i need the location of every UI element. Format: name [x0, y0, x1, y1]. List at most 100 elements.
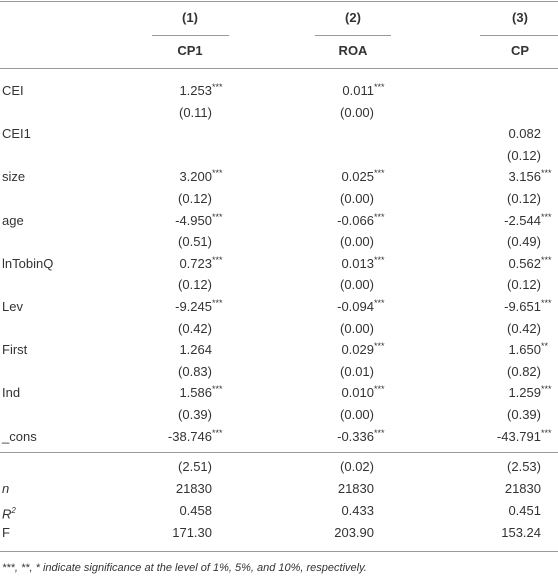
cell-value: -2.544 — [504, 212, 541, 228]
significance-stars: *** — [541, 384, 552, 395]
significance-stars: *** — [212, 211, 223, 222]
significance-stars: *** — [374, 82, 385, 92]
cell-value: (0.49) — [507, 234, 541, 250]
cell-value: (0.00) — [340, 407, 374, 422]
row-label: F — [2, 525, 10, 540]
cell-value: (0.00) — [340, 234, 374, 250]
cell-value: (0.00) — [340, 277, 374, 293]
cell-value: 171.30 — [172, 525, 212, 540]
cell-value: 1.650 — [508, 342, 541, 358]
row-label: R2 — [2, 506, 16, 522]
cell-value: 203.90 — [334, 525, 374, 540]
row-label: CEI — [2, 83, 24, 98]
significance-stars: *** — [374, 211, 385, 222]
row-label: Lev — [2, 299, 23, 314]
cell-value: 0.433 — [341, 503, 374, 518]
significance-stars: *** — [212, 168, 223, 179]
cell-value: (0.42) — [507, 320, 541, 336]
significance-stars: *** — [541, 254, 552, 265]
cell-value: (0.12) — [178, 191, 212, 206]
significance-stars: *** — [541, 427, 552, 438]
cell-value: -4.950 — [175, 212, 212, 228]
cell-value: 3.156 — [508, 169, 541, 185]
rule — [0, 68, 558, 69]
cell-value: -0.066 — [337, 212, 374, 228]
significance-stars: *** — [374, 298, 385, 308]
significance-stars: *** — [212, 82, 223, 92]
cell-value: 3.200 — [179, 169, 212, 185]
cell-value: -9.651 — [504, 299, 541, 314]
significance-stars: ** — [541, 341, 549, 352]
cell-value: (0.12) — [178, 277, 212, 293]
cell-value: (2.53) — [507, 459, 541, 474]
cell-value: 0.082 — [508, 126, 541, 142]
cell-value: 1.253 — [179, 83, 212, 98]
cell-value: 0.010 — [341, 385, 374, 401]
column-number: (1) — [182, 10, 198, 25]
cell-value: -43.791 — [496, 428, 541, 444]
superscript: 2 — [11, 506, 16, 515]
significance-stars: *** — [374, 168, 385, 179]
rule — [152, 35, 229, 36]
cell-value: -0.336 — [337, 428, 374, 444]
cell-value: (0.00) — [340, 104, 374, 120]
significance-stars: *** — [212, 254, 223, 265]
cell-value: 1.264 — [179, 342, 212, 358]
row-label: age — [2, 212, 24, 228]
row-label: Ind — [2, 385, 21, 401]
column-name: CP1 — [177, 43, 203, 58]
significance-stars: *** — [212, 298, 223, 308]
column-name: CP — [510, 43, 530, 58]
cell-value: 153.24 — [501, 525, 541, 540]
cell-value: 21830 — [337, 481, 374, 496]
significance-stars: *** — [374, 384, 385, 395]
cell-value: (2.51) — [178, 459, 212, 474]
significance-stars: *** — [541, 211, 552, 222]
cell-value: 0.451 — [508, 503, 541, 518]
cell-value: (0.39) — [507, 407, 541, 422]
cell-value: (0.51) — [178, 234, 212, 250]
significance-stars: *** — [212, 384, 223, 395]
cell-value: 1.259 — [508, 385, 541, 401]
significance-stars: *** — [212, 427, 223, 438]
cell-value: -38.746 — [167, 428, 212, 444]
cell-value: (0.42) — [178, 320, 212, 336]
cell-value: -9.245 — [175, 299, 212, 314]
cell-value: 21830 — [504, 481, 541, 496]
cell-value: (0.83) — [178, 363, 212, 379]
cell-value: (0.00) — [340, 320, 374, 336]
footnote: ***, **, * indicate significance at the … — [2, 562, 367, 574]
rule — [0, 452, 558, 453]
column-number: (3) — [512, 10, 528, 25]
cell-value: (0.00) — [340, 191, 374, 206]
rule — [480, 35, 558, 36]
rule — [0, 551, 558, 552]
column-number: (2) — [345, 10, 361, 25]
cell-value: (0.12) — [507, 147, 541, 163]
cell-value: (0.12) — [507, 277, 541, 293]
column-name: ROA — [338, 43, 368, 58]
cell-value: 0.025 — [341, 169, 374, 185]
row-label: n — [2, 481, 10, 496]
row-label: CEI1 — [2, 126, 31, 142]
row-label: _cons — [2, 428, 37, 444]
significance-stars: *** — [541, 298, 552, 308]
cell-value: -0.094 — [337, 299, 374, 314]
rule — [315, 35, 391, 36]
cell-value: (0.82) — [507, 363, 541, 379]
row-label: lnTobinQ — [2, 255, 54, 271]
cell-value: (0.02) — [340, 459, 374, 474]
cell-value: 0.029 — [341, 342, 374, 358]
cell-value: (0.01) — [340, 363, 374, 379]
rule — [0, 1, 558, 2]
significance-stars: *** — [374, 341, 385, 352]
cell-value: 0.011 — [342, 83, 374, 98]
significance-stars: *** — [541, 168, 552, 179]
row-label: size — [2, 169, 26, 185]
significance-stars: *** — [374, 254, 385, 265]
cell-value: 0.013 — [341, 255, 374, 271]
cell-value: 21830 — [175, 481, 212, 496]
cell-value: 0.723 — [179, 255, 212, 271]
cell-value: 1.586 — [179, 385, 212, 401]
